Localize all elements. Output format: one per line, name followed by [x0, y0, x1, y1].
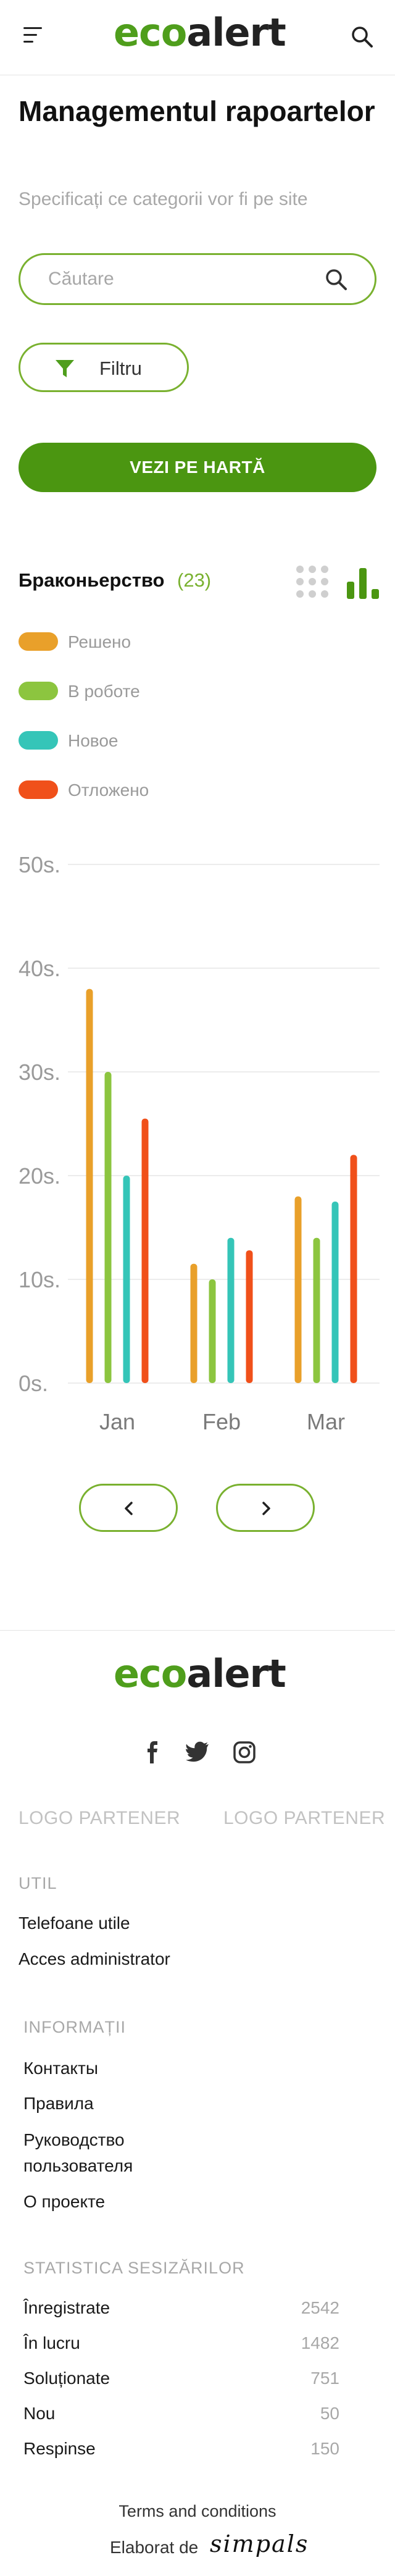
footer-util-heading: UTIL — [19, 1874, 57, 1893]
legend-swatch — [19, 780, 58, 799]
chart-bar — [295, 1197, 302, 1383]
search-icon[interactable] — [324, 267, 349, 292]
legend-swatch — [19, 682, 58, 700]
twitter-icon[interactable] — [185, 1740, 210, 1765]
view-on-map-button[interactable]: VEZI PE HARTĂ — [19, 443, 376, 492]
chart-next-button[interactable] — [216, 1484, 315, 1532]
simpals-logo[interactable]: simpals — [210, 2530, 309, 2557]
x-tick-label: Feb — [202, 1409, 241, 1434]
legend-label: Новое — [68, 731, 118, 751]
legend-swatch — [19, 731, 58, 750]
footer-link-admin-access[interactable]: Acces administrator — [19, 1949, 170, 1969]
x-tick-label: Mar — [307, 1409, 345, 1434]
chevron-left-icon — [122, 1501, 136, 1516]
stat-value: 2542 — [301, 2298, 339, 2318]
chart-bar — [228, 1238, 235, 1383]
stat-row: În lucru 1482 — [23, 2333, 339, 2356]
stat-label: Soluționate — [23, 2369, 110, 2388]
stat-label: Înregistrate — [23, 2298, 110, 2318]
y-tick-label: 0s. — [19, 1371, 48, 1396]
legend-label: В роботе — [68, 682, 140, 701]
partner-logo[interactable]: LOGO PARTENER — [223, 1808, 385, 1829]
facebook-icon[interactable] — [141, 1740, 165, 1765]
chart-bar — [314, 1238, 320, 1383]
stat-row: Nou 50 — [23, 2404, 339, 2426]
filter-button[interactable]: Filtru — [19, 343, 189, 392]
chevron-right-icon — [259, 1501, 273, 1516]
category-title: Браконьерство — [19, 569, 164, 592]
instagram-icon[interactable] — [232, 1740, 257, 1765]
stat-value: 1482 — [301, 2333, 339, 2353]
y-tick-label: 50s. — [19, 852, 60, 877]
stat-label: În lucru — [23, 2333, 80, 2353]
footer-link-rules[interactable]: Правила — [23, 2094, 94, 2114]
chart-bar — [191, 1264, 198, 1383]
chart-bar — [332, 1202, 339, 1383]
footer-link-contacts[interactable]: Контакты — [23, 2059, 98, 2078]
footer-link-user-guide-line2[interactable]: пользователя — [23, 2156, 133, 2176]
footer-logo-eco-text: eco — [114, 1651, 186, 1696]
category-count: (23) — [177, 569, 211, 592]
footer-link-user-guide[interactable]: Руководство — [23, 2130, 125, 2150]
stat-label: Respinse — [23, 2439, 96, 2459]
partner-logo[interactable]: LOGO PARTENER — [19, 1808, 180, 1829]
logo-alert-text: alert — [186, 10, 285, 55]
chart-bar — [246, 1250, 253, 1383]
chart-bar — [86, 989, 93, 1383]
search-box — [19, 253, 376, 305]
y-tick-label: 40s. — [19, 956, 60, 981]
x-tick-label: Jan — [99, 1409, 135, 1434]
logo-eco-text: eco — [114, 10, 186, 55]
stat-value: 50 — [320, 2404, 339, 2423]
y-tick-label: 10s. — [19, 1267, 60, 1292]
grid-dots-icon[interactable] — [296, 566, 330, 599]
footer-stats-heading: STATISTICA SESIZĂRILOR — [23, 2259, 245, 2278]
terms-link[interactable]: Terms and conditions — [0, 2502, 395, 2521]
funnel-icon — [54, 358, 75, 379]
footer-info-heading: INFORMAȚII — [23, 2018, 126, 2037]
site-logo[interactable]: ecoalert — [114, 10, 286, 55]
stat-row: Înregistrate 2542 — [23, 2298, 339, 2320]
y-tick-label: 20s. — [19, 1163, 60, 1189]
stat-row: Respinse 150 — [23, 2439, 339, 2461]
footer-logo-alert-text: alert — [186, 1651, 285, 1696]
footer-logo[interactable]: ecoalert — [114, 1651, 286, 1696]
hamburger-icon[interactable] — [23, 27, 42, 43]
chart-bar — [351, 1155, 357, 1383]
chart-bar — [142, 1119, 149, 1383]
chart-bar — [209, 1279, 216, 1383]
bar-chart: 0s. 10s. 20s. 30s. 40s. 50s. Jan Feb Mar — [0, 840, 395, 1457]
bar-chart-icon[interactable] — [346, 564, 380, 599]
stat-row: Soluționate 751 — [23, 2369, 339, 2391]
legend-label: Отложено — [68, 780, 149, 800]
search-input[interactable] — [48, 266, 314, 292]
chart-prev-button[interactable] — [79, 1484, 178, 1532]
page-subtitle: Specificați ce categorii vor fi pe site — [19, 189, 308, 210]
stat-value: 150 — [310, 2439, 339, 2459]
stat-value: 751 — [310, 2369, 339, 2388]
legend-label: Решено — [68, 632, 131, 652]
filter-label: Filtru — [99, 358, 142, 380]
footer-link-about[interactable]: О проекте — [23, 2192, 105, 2212]
legend-swatch — [19, 632, 58, 651]
stat-label: Nou — [23, 2404, 55, 2423]
top-header: ecoalert — [0, 0, 395, 75]
made-by-label: Elaborat de — [110, 2538, 198, 2557]
chart-bar — [105, 1072, 112, 1383]
chart-bar — [123, 1176, 130, 1383]
search-icon[interactable] — [350, 25, 375, 49]
y-tick-label: 30s. — [19, 1060, 60, 1085]
page-title: Managementul rapoartelor — [19, 94, 376, 128]
footer-link-useful-phones[interactable]: Telefoane utile — [19, 1913, 130, 1933]
